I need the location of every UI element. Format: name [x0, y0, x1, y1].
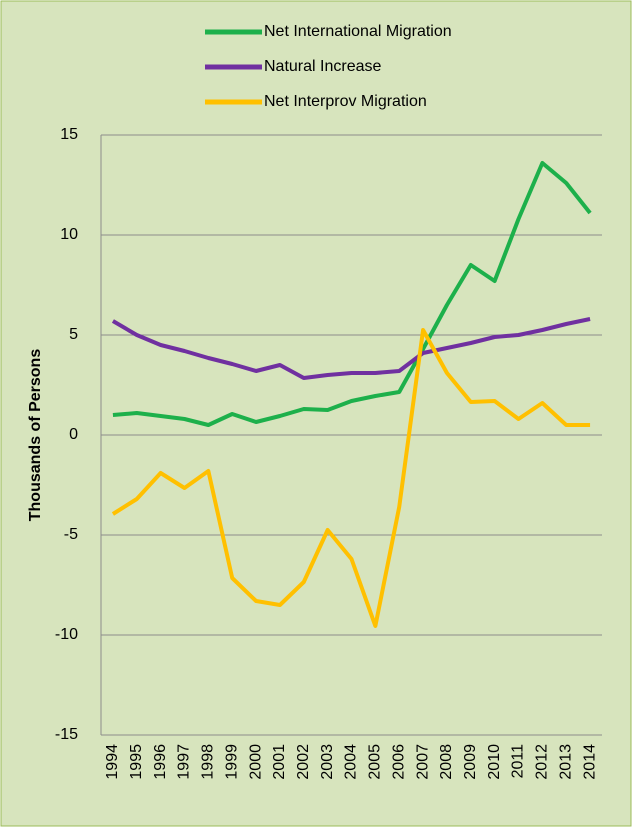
y-tick-label: -15 [55, 726, 78, 743]
x-tick-label: 1997 [176, 744, 193, 780]
x-tick-label: 2013 [557, 744, 574, 780]
x-tick-label: 2000 [247, 744, 264, 780]
x-tick-label: 2014 [581, 744, 598, 780]
data-line [111, 328, 591, 628]
x-tick-label: 2010 [486, 744, 503, 780]
x-tick-label: 2008 [438, 744, 455, 780]
legend-label: Net Interprov Migration [264, 93, 427, 110]
x-tick-label: 2001 [271, 744, 288, 780]
y-axis-label: Thousands of Persons [27, 349, 44, 522]
x-tick-label: 2012 [534, 744, 551, 780]
x-tick-label: 2009 [462, 744, 479, 780]
x-tick-label: 1995 [128, 744, 145, 780]
x-tick-label: 2003 [319, 744, 336, 780]
legend-label: Net International Migration [264, 23, 452, 40]
x-tick-label: 1998 [200, 744, 217, 780]
y-tick-label: 5 [69, 326, 78, 343]
x-tick-label: 1996 [152, 744, 169, 780]
y-tick-label: -5 [64, 526, 78, 543]
legend-label: Natural Increase [264, 58, 381, 75]
data-line [112, 161, 592, 427]
y-tick-label: 0 [69, 426, 78, 443]
y-tick-label: 10 [60, 226, 78, 243]
x-tick-label: 2011 [510, 744, 527, 779]
y-tick-label: 15 [60, 126, 78, 143]
data-line [111, 317, 591, 380]
y-tick-label: -10 [55, 626, 78, 643]
x-tick-label: 2007 [414, 744, 431, 780]
x-tick-label: 2006 [390, 744, 407, 780]
x-tick-label: 1994 [104, 744, 121, 780]
x-tick-label: 2002 [295, 744, 312, 780]
x-tick-label: 2004 [343, 744, 360, 780]
x-tick-label: 2005 [367, 744, 384, 780]
x-tick-label: 1999 [223, 744, 240, 780]
